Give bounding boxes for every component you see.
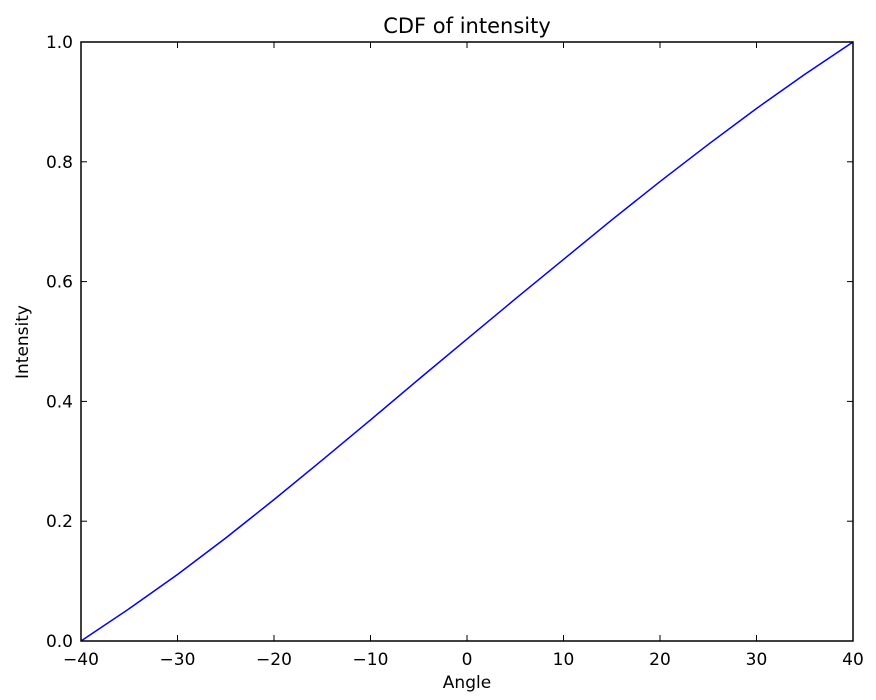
chart-title: CDF of intensity (383, 14, 551, 38)
x-axis-title: Angle (443, 673, 491, 693)
x-tick-label: 30 (746, 650, 768, 670)
plot-frame (80, 41, 854, 642)
y-tick-label: 1.0 (46, 33, 73, 53)
x-tick-label: −10 (353, 650, 389, 670)
y-tick-label: 0.8 (46, 153, 73, 173)
series-line-0 (80, 41, 854, 642)
y-axis-title: Intensity (13, 305, 33, 379)
x-tick-label: −30 (160, 650, 196, 670)
y-tick-label: 0.0 (46, 632, 73, 652)
y-tick-label: 0.2 (46, 512, 73, 532)
x-tick-label: −20 (256, 650, 292, 670)
x-tick-label: 0 (462, 650, 473, 670)
y-axis: 0.0 0.2 0.4 0.6 0.8 1.0 (46, 33, 853, 652)
x-tick-label: 40 (842, 650, 864, 670)
y-tick-label: 0.6 (46, 273, 73, 293)
y-tick-label: 0.4 (46, 392, 73, 412)
x-axis: −40 −30 −20 −10 0 10 20 30 40 (63, 42, 864, 670)
x-tick-label: −40 (63, 650, 99, 670)
x-tick-label: 10 (553, 650, 575, 670)
x-tick-label: 20 (649, 650, 671, 670)
plot-area (80, 41, 854, 642)
